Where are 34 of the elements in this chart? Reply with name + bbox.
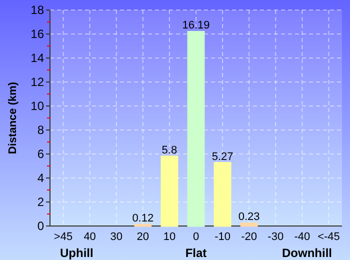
y-tick-label: 8 [37,123,44,138]
y-tick-label: 6 [37,147,44,162]
x-tick-label: -10 [214,231,230,243]
x-tick-label: <-45 [318,231,340,243]
y-tick-label: 16 [30,27,44,42]
bar [214,162,232,227]
x-tick-label: 0 [192,231,200,243]
bar [187,30,205,227]
y-tick-label: 18 [30,3,44,18]
data-label: 0.23 [238,211,260,224]
y-axis-title: Distance (km) [7,82,19,154]
bar [160,156,178,227]
data-label: 5.27 [212,150,234,163]
text: Downhill [282,246,332,260]
x-tick-label: -20 [241,231,258,243]
y-tick-label: 14 [30,51,44,66]
text: Flat [185,246,207,260]
x-tick-label: >45 [54,231,73,243]
x-tick-label: -30 [268,231,284,243]
x-tick-label: -40 [294,231,310,243]
data-label: 0.12 [132,212,154,225]
y-tick-label: 10 [30,99,44,114]
data-label: 5.8 [162,144,178,156]
x-tick-label: 10 [163,231,176,243]
bar [240,222,258,227]
y-tick-label: 2 [37,195,44,210]
x-tick-label: 30 [110,231,122,243]
data-label: 16.19 [182,20,210,32]
x-tick-label: 40 [84,231,96,243]
x-tick-label: 20 [136,231,150,243]
y-tick-label: 4 [37,171,44,186]
y-tick-label: 12 [30,75,44,90]
y-tick-label: 0 [37,219,44,234]
text: Uphill [60,246,94,260]
